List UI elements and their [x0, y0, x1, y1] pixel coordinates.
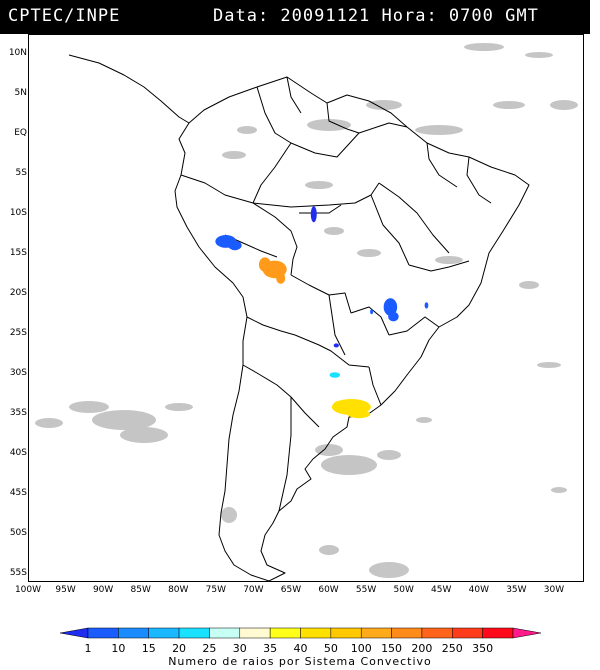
lon-label: 65W [280, 585, 302, 595]
lat-label: 45S [9, 488, 27, 498]
convective-system-6 [276, 272, 286, 284]
convective-system-7 [383, 298, 398, 316]
lon-label: 30W [543, 585, 565, 595]
lon-label: 50W [393, 585, 414, 595]
lon-label: 60W [318, 585, 339, 595]
colorbar-segment [118, 627, 149, 639]
lat-label: EQ [14, 128, 27, 138]
lat-label: 10N [8, 48, 27, 58]
colorbar-label: 35 [263, 642, 278, 655]
colorbar-segment [330, 627, 362, 639]
convective-system-12 [329, 372, 341, 378]
lon-label: 100W [14, 585, 42, 595]
colorbar-label: 250 [441, 642, 463, 655]
colorbar-caption: Numero de raios por Sistema Convectivo [168, 655, 432, 668]
lat-label: 5N [14, 88, 27, 98]
convective-systems [215, 206, 429, 419]
continent-outline [68, 54, 530, 581]
colorbar-segment [452, 627, 483, 639]
lat-label: 10S [9, 208, 27, 218]
map-frame [28, 34, 584, 582]
source-title: CPTEC/INPE [8, 6, 121, 26]
convective-system-5 [258, 257, 271, 272]
lat-label: 30S [9, 368, 27, 378]
colorbar-segment [148, 627, 180, 639]
satellite-clouds [35, 43, 578, 578]
colorbar-segment [178, 627, 210, 639]
lat-label: 5S [15, 168, 27, 178]
colorbar-segment [269, 627, 301, 639]
lon-label: 95W [55, 585, 76, 595]
lon-label: 70W [243, 585, 264, 595]
lat-label: 15S [9, 248, 27, 258]
map-canvas [35, 43, 578, 581]
lat-label: 25S [9, 328, 27, 338]
lon-label: 35W [506, 585, 527, 595]
convective-system-15 [347, 410, 371, 419]
lat-label: 40S [9, 448, 27, 458]
colorbar-segment [59, 627, 89, 639]
colorbar-segment [482, 627, 514, 639]
lon-label: 90W [92, 585, 114, 595]
colorbar-segment [512, 627, 542, 639]
convective-system-14 [333, 400, 347, 411]
colorbar-label: 200 [411, 642, 433, 655]
colorbar-label: 350 [472, 642, 494, 655]
date-time-title: Data: 20091121 Hora: 0700 GMT [213, 6, 539, 26]
convective-system-10 [424, 302, 429, 309]
header-bar: CPTEC/INPE Data: 20091121 Hora: 0700 GMT [0, 0, 590, 34]
colorbar-segment [391, 627, 423, 639]
colorbar-label: 30 [232, 642, 247, 655]
convective-system-9 [370, 309, 374, 315]
lon-label: 80W [168, 585, 189, 595]
colorbar-label: 10 [111, 642, 126, 655]
lon-label: 45W [431, 585, 452, 595]
convective-system-2 [228, 240, 242, 251]
colorbar-label: 50 [323, 642, 338, 655]
lon-label: 85W [130, 585, 151, 595]
colorbar-label: 25 [202, 642, 217, 655]
colorbar-label: 150 [381, 642, 403, 655]
colorbar-label: 40 [293, 642, 308, 655]
lat-label: 50S [9, 528, 27, 538]
lat-label: 35S [9, 408, 27, 418]
colorbar-segment [209, 627, 241, 639]
colorbar-segment [421, 627, 453, 639]
colorbar-segment [300, 627, 332, 639]
colorbar-label: 20 [172, 642, 187, 655]
colorbar-segment [239, 627, 271, 639]
colorbar-segment [360, 627, 392, 639]
colorbar-label: 15 [141, 642, 156, 655]
convective-system-3 [310, 206, 317, 223]
colorbar-segment [87, 627, 119, 639]
colorbar-label: 1 [84, 642, 92, 655]
lon-label: 40W [468, 585, 489, 595]
convective-system-11 [333, 343, 339, 348]
lon-label: 75W [205, 585, 227, 595]
lat-label: 20S [9, 288, 27, 298]
colorbar-label: 100 [350, 642, 372, 655]
convective-system-8 [388, 311, 399, 322]
lon-label: 55W [355, 585, 377, 595]
lat-label: 55S [9, 568, 27, 578]
